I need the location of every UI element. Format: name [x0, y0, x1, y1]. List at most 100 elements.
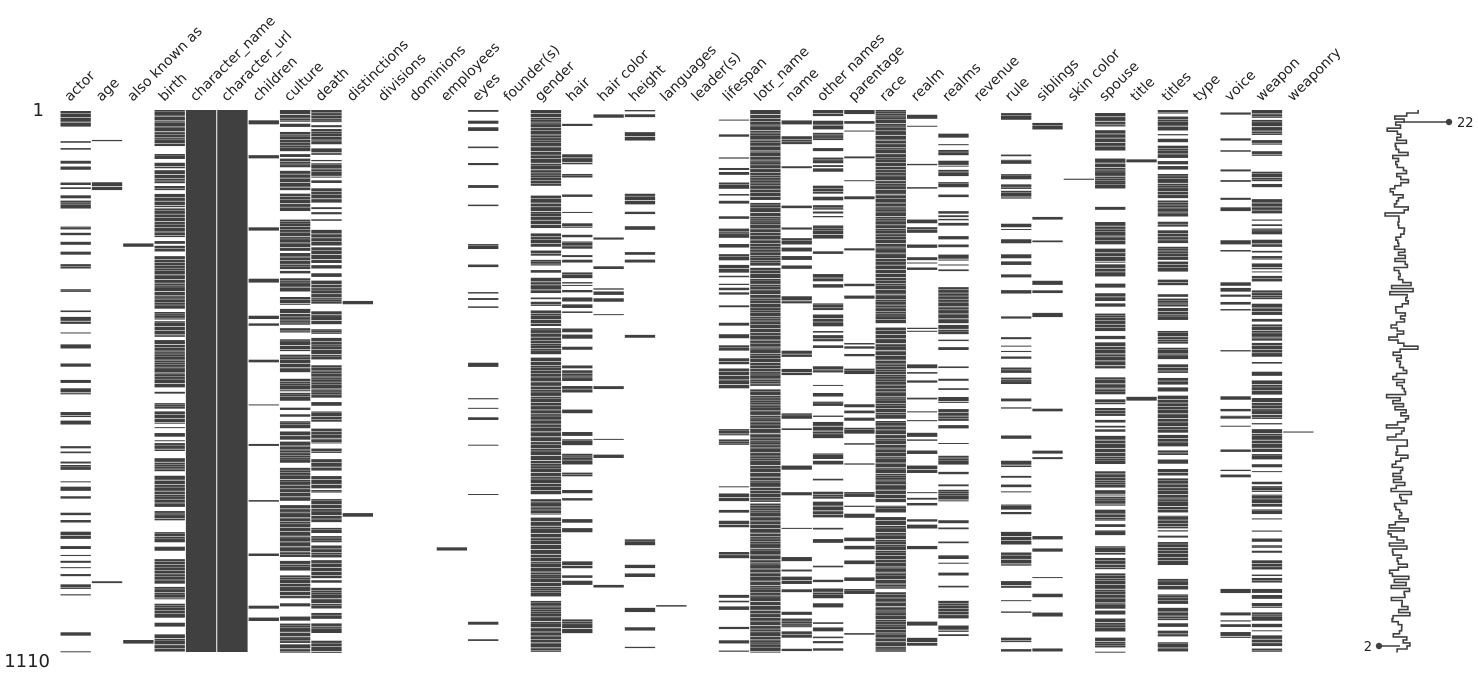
- present-row: [875, 207, 906, 209]
- present-row: [530, 424, 562, 427]
- present-row: [718, 368, 750, 372]
- column-death: [311, 110, 342, 653]
- present-row: [1095, 480, 1126, 483]
- present-row: [1095, 317, 1126, 321]
- present-row: [154, 298, 185, 300]
- present-row: [562, 282, 593, 284]
- sparkline-layer: 222: [1364, 110, 1474, 655]
- present-row: [530, 415, 562, 417]
- present-row: [624, 607, 656, 613]
- present-row: [938, 299, 969, 302]
- present-row: [1095, 354, 1126, 357]
- present-row: [1032, 457, 1063, 460]
- present-row: [875, 633, 906, 635]
- present-row: [60, 251, 91, 255]
- present-row: [530, 460, 562, 464]
- present-row: [279, 649, 311, 652]
- present-row: [1157, 612, 1189, 616]
- present-row: [91, 182, 123, 187]
- present-row: [530, 486, 562, 490]
- present-row: [812, 527, 844, 530]
- present-row: [750, 560, 781, 563]
- present-row: [875, 209, 906, 212]
- present-row: [1157, 166, 1189, 170]
- present-row: [875, 116, 906, 118]
- present-row: [812, 226, 844, 229]
- present-row: [530, 233, 562, 237]
- present-row: [875, 440, 906, 445]
- column-character-name: [185, 110, 217, 652]
- present-row: [875, 469, 906, 474]
- present-row: [530, 135, 562, 138]
- present-row: [1001, 555, 1032, 559]
- present-row: [530, 386, 562, 390]
- present-row: [311, 552, 342, 555]
- column-hair: [562, 123, 593, 634]
- present-row: [311, 294, 342, 298]
- present-row: [60, 554, 91, 557]
- present-row: [1157, 267, 1189, 272]
- present-row: [875, 584, 906, 587]
- present-row: [562, 123, 593, 126]
- present-row: [1095, 113, 1126, 117]
- present-row: [154, 354, 185, 357]
- present-row: [311, 529, 342, 534]
- present-row: [750, 252, 781, 256]
- present-row: [1251, 518, 1283, 520]
- present-row: [1157, 200, 1189, 203]
- present-row: [1157, 237, 1189, 240]
- present-row: [279, 147, 311, 152]
- present-row: [60, 332, 91, 334]
- present-row: [875, 484, 906, 486]
- present-row: [530, 607, 562, 610]
- present-row: [938, 171, 969, 173]
- present-row: [60, 388, 91, 393]
- present-row: [60, 446, 91, 449]
- present-row: [875, 216, 906, 219]
- present-row: [938, 218, 969, 221]
- present-row: [875, 225, 906, 229]
- present-row: [311, 250, 342, 255]
- present-row: [875, 650, 906, 652]
- present-row: [624, 541, 656, 546]
- present-row: [906, 497, 938, 500]
- present-row: [875, 308, 906, 312]
- present-row: [875, 228, 906, 231]
- present-row: [875, 615, 906, 619]
- present-row: [750, 381, 781, 384]
- present-row: [875, 283, 906, 286]
- present-row: [279, 135, 311, 137]
- present-row: [1095, 504, 1126, 506]
- present-row: [60, 111, 91, 114]
- present-row: [906, 411, 938, 413]
- present-row: [1095, 651, 1126, 653]
- present-row: [718, 268, 750, 273]
- present-row: [938, 611, 969, 615]
- present-row: [750, 631, 781, 633]
- present-row: [311, 590, 342, 593]
- present-row: [1251, 267, 1283, 270]
- present-row: [154, 464, 185, 467]
- present-row: [718, 524, 750, 528]
- present-row: [1157, 544, 1189, 548]
- present-row: [875, 166, 906, 170]
- present-row: [938, 443, 969, 444]
- present-row: [311, 508, 342, 511]
- present-row: [750, 220, 781, 222]
- present-row: [750, 126, 781, 131]
- present-row: [750, 482, 781, 487]
- present-row: [781, 247, 812, 252]
- present-row: [279, 136, 311, 140]
- present-row: [1220, 624, 1251, 627]
- present-row: [718, 171, 750, 175]
- present-row: [279, 378, 311, 382]
- present-row: [750, 273, 781, 279]
- present-row: [1095, 475, 1126, 478]
- present-row: [844, 443, 875, 445]
- present-row: [562, 373, 593, 376]
- present-row: [562, 386, 593, 389]
- present-row: [1001, 350, 1032, 353]
- present-row: [1157, 406, 1189, 410]
- present-row: [1095, 335, 1126, 340]
- present-row: [279, 527, 311, 532]
